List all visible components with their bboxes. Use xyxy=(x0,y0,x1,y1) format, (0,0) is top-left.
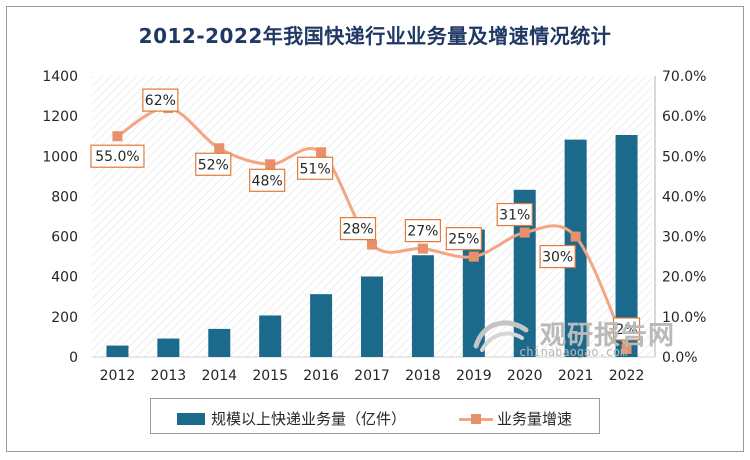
legend-item-line: 业务量增速 xyxy=(459,408,572,429)
y-right-tick-label: 50.0% xyxy=(662,149,706,165)
legend: 规模以上快递业务量（亿件） 业务量增速 xyxy=(150,398,600,434)
bar xyxy=(411,255,434,357)
growth-marker xyxy=(621,343,632,354)
data-label-box xyxy=(445,227,482,251)
x-tick-label: 2022 xyxy=(609,368,645,384)
legend-bar-label: 规模以上快递业务量（亿件） xyxy=(211,410,407,428)
bar xyxy=(615,135,638,357)
y-right-tick-label: 40.0% xyxy=(662,189,706,205)
data-label: 48% xyxy=(252,173,283,189)
growth-marker xyxy=(316,147,327,158)
y-right-tick-label: 60.0% xyxy=(662,109,706,125)
y-left-tick-label: 200 xyxy=(51,310,78,326)
x-tick-label: 2015 xyxy=(252,368,288,384)
watermark-url: chinabaogao.com xyxy=(519,345,628,359)
y-right-tick-label: 10.0% xyxy=(662,310,706,326)
data-label: 52% xyxy=(198,157,229,173)
y-right-tick-label: 70.0% xyxy=(662,69,706,85)
growth-marker xyxy=(265,159,276,170)
data-label: 27% xyxy=(407,224,438,240)
y-left-tick-label: 800 xyxy=(51,189,78,205)
legend-item-bar: 规模以上快递业务量（亿件） xyxy=(177,408,406,429)
growth-marker xyxy=(214,143,225,154)
data-label: 55.0% xyxy=(95,149,139,165)
watermark-logo-icon xyxy=(473,320,529,352)
data-label: 25% xyxy=(448,232,479,248)
x-tick-label: 2016 xyxy=(303,368,339,384)
data-label: 2% xyxy=(615,322,637,338)
x-tick-label: 2012 xyxy=(100,368,136,384)
x-tick-label: 2019 xyxy=(456,368,492,384)
growth-marker xyxy=(468,251,479,262)
growth-marker xyxy=(519,227,530,238)
bar xyxy=(208,328,231,357)
data-label: 30% xyxy=(542,250,573,266)
data-label-box xyxy=(249,168,286,192)
legend-line-swatch xyxy=(459,412,493,426)
y-left-tick-label: 1400 xyxy=(42,69,78,85)
growth-marker xyxy=(417,243,428,254)
data-label-box xyxy=(296,156,334,180)
legend-bar-swatch xyxy=(177,412,205,425)
data-label-box xyxy=(142,88,179,112)
x-tick-label: 2017 xyxy=(354,368,390,384)
growth-marker xyxy=(112,131,123,142)
x-tick-label: 2018 xyxy=(405,368,441,384)
data-label-box xyxy=(404,219,442,243)
bar xyxy=(310,294,333,357)
y-left-tick-label: 600 xyxy=(51,230,78,246)
x-tick-label: 2013 xyxy=(151,368,187,384)
y-right-tick-label: 0.0% xyxy=(662,350,698,366)
bar xyxy=(106,345,129,357)
y-left-tick-label: 1200 xyxy=(42,109,78,125)
data-label-box xyxy=(539,244,576,269)
data-label: 28% xyxy=(342,222,373,238)
data-label-box xyxy=(612,317,641,341)
data-label-box xyxy=(195,152,232,176)
data-label-box xyxy=(90,144,145,168)
x-tick-label: 2021 xyxy=(558,368,594,384)
data-label: 31% xyxy=(499,208,530,224)
watermark-brand: 观研报告网 xyxy=(540,321,676,351)
bar xyxy=(462,229,485,357)
bar xyxy=(259,315,282,357)
y-left-tick-label: 400 xyxy=(51,270,78,286)
y-left-tick-label: 0 xyxy=(69,350,78,366)
legend-line-label: 业务量增速 xyxy=(497,410,573,428)
bar xyxy=(157,338,180,357)
data-label-box xyxy=(496,202,533,227)
x-tick-label: 2014 xyxy=(201,368,237,384)
data-label-box xyxy=(339,217,377,241)
growth-marker xyxy=(367,239,377,250)
y-right-tick-label: 30.0% xyxy=(662,230,706,246)
growth-marker xyxy=(570,231,581,242)
bar xyxy=(361,276,383,357)
data-label: 51% xyxy=(300,161,331,177)
y-left-tick-label: 1000 xyxy=(42,149,78,165)
x-tick-label: 2020 xyxy=(507,368,543,384)
data-label: 62% xyxy=(145,93,176,109)
chart-title: 2012-2022年我国快递行业业务量及增速情况统计 xyxy=(138,24,612,48)
y-right-tick-label: 20.0% xyxy=(662,270,706,286)
